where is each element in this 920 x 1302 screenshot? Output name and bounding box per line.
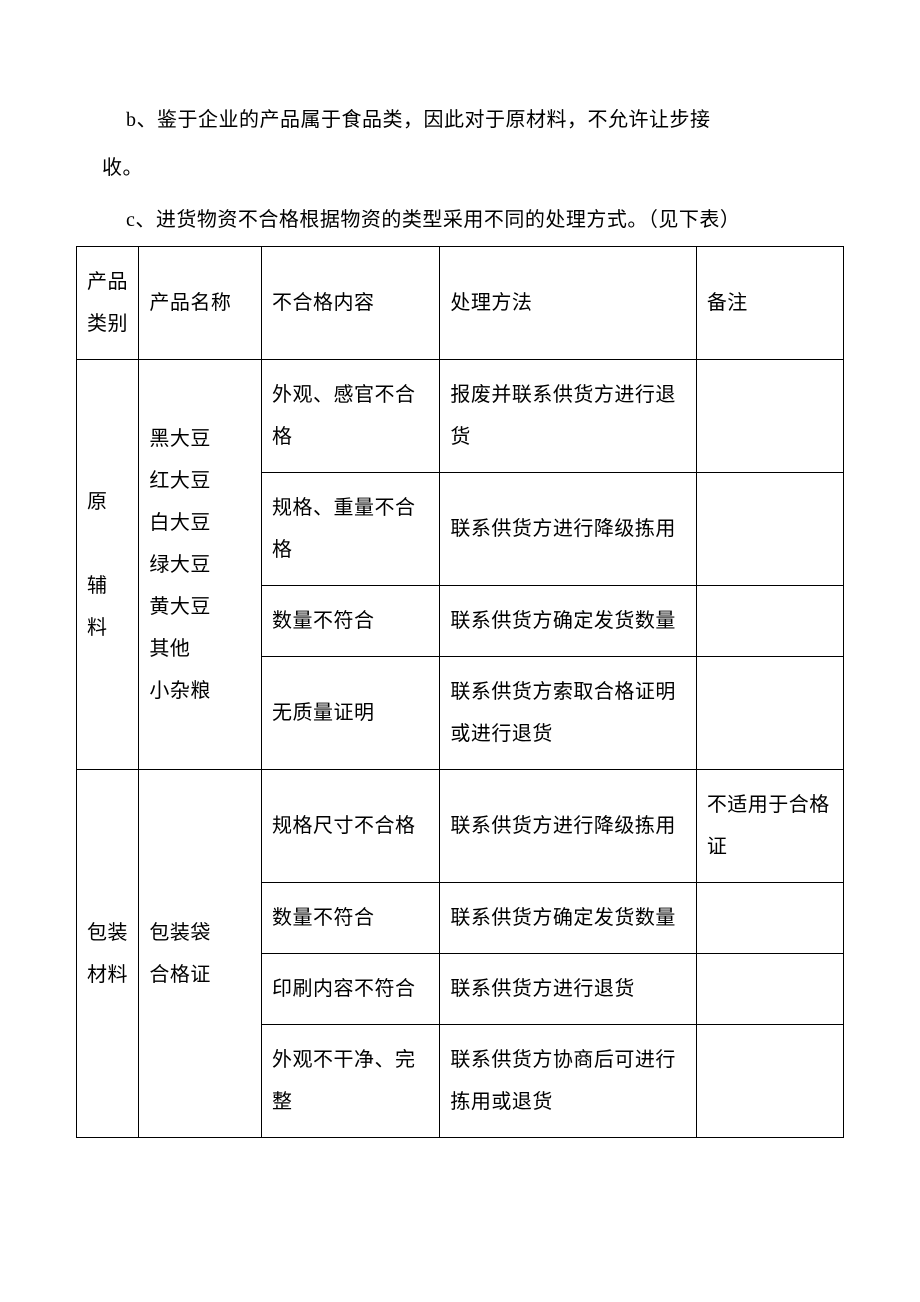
col-name-header: 产品名称 [139, 247, 262, 360]
cell-method: 联系供货方确定发货数量 [440, 883, 696, 954]
cat-line1: 原 [87, 481, 128, 523]
cell-issue: 数量不符合 [262, 883, 440, 954]
cell-note [696, 657, 843, 770]
cell-category-rawmat: 原 辅 料 [77, 360, 139, 770]
cell-note [696, 360, 843, 473]
name-4: 黄大豆 [149, 586, 251, 628]
table-header-row: 产品类别 产品名称 不合格内容 处理方法 备注 [77, 247, 844, 360]
paragraph-c: c、进货物资不合格根据物资的类型采用不同的处理方式。（见下表） [76, 198, 844, 242]
cell-category-packaging: 包装 材料 [77, 770, 139, 1138]
table-row: 包装 材料 包装袋 合格证 规格尺寸不合格 联系供货方进行降级拣用 不适用于合格… [77, 770, 844, 883]
cell-name-packaging: 包装袋 合格证 [139, 770, 262, 1138]
name-2: 白大豆 [149, 502, 251, 544]
cat2-line2: 材料 [87, 954, 128, 996]
col-issue-header: 不合格内容 [262, 247, 440, 360]
col-method-header: 处理方法 [440, 247, 696, 360]
document-page: { "text": { "para_b": "b、鉴于企业的产品属于食品类，因此… [0, 0, 920, 1238]
cell-method: 联系供货方确定发货数量 [440, 586, 696, 657]
name-5: 其他 [149, 628, 251, 670]
cell-method: 联系供货方进行降级拣用 [440, 770, 696, 883]
name-0: 黑大豆 [149, 418, 251, 460]
paragraph-b: b、鉴于企业的产品属于食品类，因此对于原材料，不允许让步接 [76, 98, 844, 142]
cell-method: 报废并联系供货方进行退货 [440, 360, 696, 473]
cell-method: 联系供货方进行降级拣用 [440, 473, 696, 586]
cell-note [696, 954, 843, 1025]
cat-line1b: 辅 [87, 565, 128, 607]
col-category-header: 产品类别 [77, 247, 139, 360]
cell-issue: 规格尺寸不合格 [262, 770, 440, 883]
name-6: 小杂粮 [149, 670, 251, 712]
paragraph-c-text: c、进货物资不合格根据物资的类型采用不同的处理方式。（见下表） [126, 209, 740, 231]
cell-issue: 无质量证明 [262, 657, 440, 770]
name-3: 绿大豆 [149, 544, 251, 586]
paragraph-b-cont: 收。 [102, 146, 844, 190]
name-1: 红大豆 [149, 460, 251, 502]
cell-issue: 印刷内容不符合 [262, 954, 440, 1025]
cat-line2: 料 [87, 607, 128, 649]
col-note-header: 备注 [696, 247, 843, 360]
name2-line2: 合格证 [149, 954, 251, 996]
nonconforming-table: 产品类别 产品名称 不合格内容 处理方法 备注 原 辅 料 黑大豆 红大豆 白大… [76, 246, 844, 1138]
cell-name-rawmat: 黑大豆 红大豆 白大豆 绿大豆 黄大豆 其他 小杂粮 [139, 360, 262, 770]
cell-note [696, 586, 843, 657]
cell-note [696, 883, 843, 954]
table-row: 原 辅 料 黑大豆 红大豆 白大豆 绿大豆 黄大豆 其他 小杂粮 外观、感官不合… [77, 360, 844, 473]
paragraph-b2-text: 收。 [102, 157, 143, 179]
cell-note: 不适用于合格证 [696, 770, 843, 883]
cell-note [696, 473, 843, 586]
cell-method: 联系供货方索取合格证明或进行退货 [440, 657, 696, 770]
cell-method: 联系供货方协商后可进行拣用或退货 [440, 1025, 696, 1138]
cat2-line1: 包装 [87, 912, 128, 954]
cell-issue: 外观、感官不合格 [262, 360, 440, 473]
name2-line1: 包装袋 [149, 912, 251, 954]
cell-issue: 数量不符合 [262, 586, 440, 657]
cell-method: 联系供货方进行退货 [440, 954, 696, 1025]
cell-issue: 外观不干净、完整 [262, 1025, 440, 1138]
cell-note [696, 1025, 843, 1138]
cell-issue: 规格、重量不合格 [262, 473, 440, 586]
paragraph-b-text: b、鉴于企业的产品属于食品类，因此对于原材料，不允许让步接 [126, 109, 711, 131]
